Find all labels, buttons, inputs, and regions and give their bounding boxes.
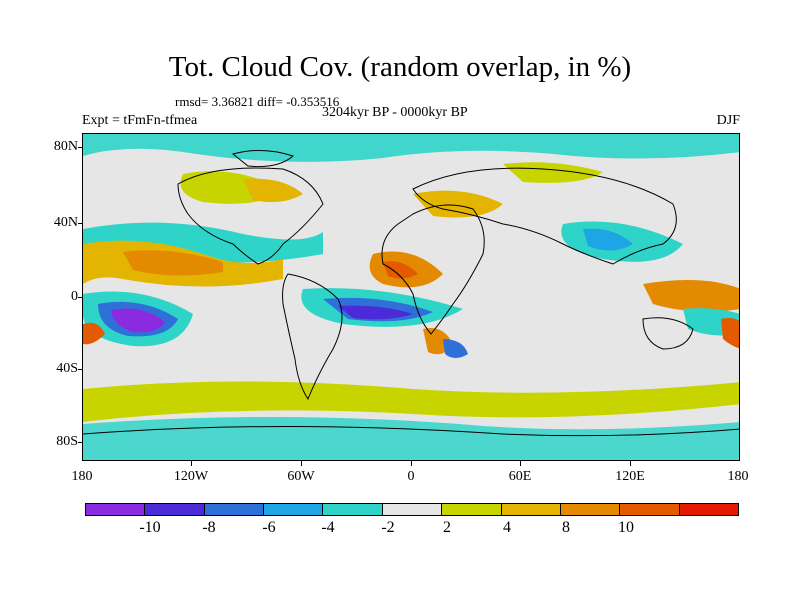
season-label: DJF: [716, 113, 740, 128]
colorbar-segment: [145, 504, 205, 515]
lon-label-180e: 180: [727, 469, 749, 484]
lat-tick: [78, 297, 83, 298]
lat-tick: [78, 442, 83, 443]
colorbar: [85, 503, 739, 516]
colorbar-segment: [204, 504, 265, 515]
lat-tick: [78, 223, 83, 224]
lon-tick: [520, 461, 521, 466]
lat-label-40s: 40S: [56, 361, 78, 376]
lat-tick: [78, 369, 83, 370]
anomaly-field: [83, 134, 739, 460]
map-panel: [82, 133, 740, 461]
lat-label-0: 0: [71, 289, 78, 304]
lon-label-60w: 60W: [287, 469, 315, 484]
period-label: 3204kyr BP - 0000kyr BP: [322, 105, 468, 120]
colorbar-label: -4: [321, 519, 335, 536]
colorbar-label: -8: [202, 519, 216, 536]
colorbar-segment: [442, 504, 502, 515]
lon-label-120e: 120E: [615, 469, 645, 484]
lat-label-80n: 80N: [53, 139, 78, 154]
lon-label-0: 0: [407, 469, 415, 484]
lat-label-40n: 40N: [53, 215, 78, 230]
colorbar-segment: [86, 504, 146, 515]
colorbar-segment: [501, 504, 561, 515]
lon-tick: [411, 461, 412, 466]
colorbar-segment: [323, 504, 383, 515]
lat-tick: [78, 147, 83, 148]
experiment-label: Expt = tFmFn-tfmea: [82, 113, 198, 128]
stats-text: rmsd= 3.36821 diff= -0.353516: [175, 94, 340, 109]
colorbar-segment: [679, 504, 738, 515]
colorbar-label: 4: [503, 519, 511, 536]
colorbar-label: -10: [139, 519, 161, 536]
colorbar-segment: [560, 504, 621, 515]
lon-label-60e: 60E: [508, 469, 532, 484]
colorbar-label: 8: [562, 519, 570, 536]
lon-tick: [630, 461, 631, 466]
colorbar-segment: [620, 504, 680, 515]
colorbar-label: -6: [262, 519, 276, 536]
figure-title: Tot. Cloud Cov. (random overlap, in %): [168, 51, 632, 83]
colorbar-label: 2: [443, 519, 451, 536]
lon-label-180w: 180: [71, 469, 93, 484]
lon-tick: [301, 461, 302, 466]
lon-label-120w: 120W: [173, 469, 209, 484]
colorbar-segment: [264, 504, 324, 515]
lon-tick: [191, 461, 192, 466]
colorbar-label: 10: [618, 519, 634, 536]
colorbar-label: -2: [381, 519, 395, 536]
lat-label-80s: 80S: [56, 434, 78, 449]
colorbar-segment: [382, 504, 443, 515]
